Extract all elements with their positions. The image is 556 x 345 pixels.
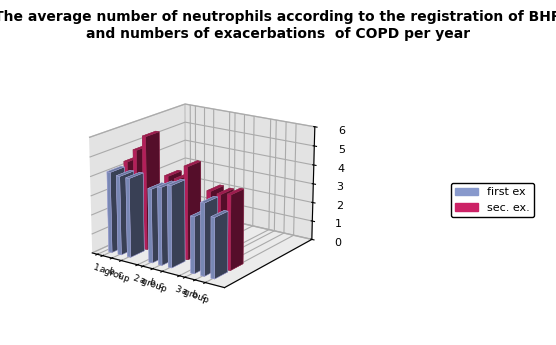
Legend: first ex, sec. ex.: first ex, sec. ex.: [451, 183, 534, 217]
Text: The average number of neutrophils according to the registration of BHR
and numbe: The average number of neutrophils accord…: [0, 10, 556, 41]
